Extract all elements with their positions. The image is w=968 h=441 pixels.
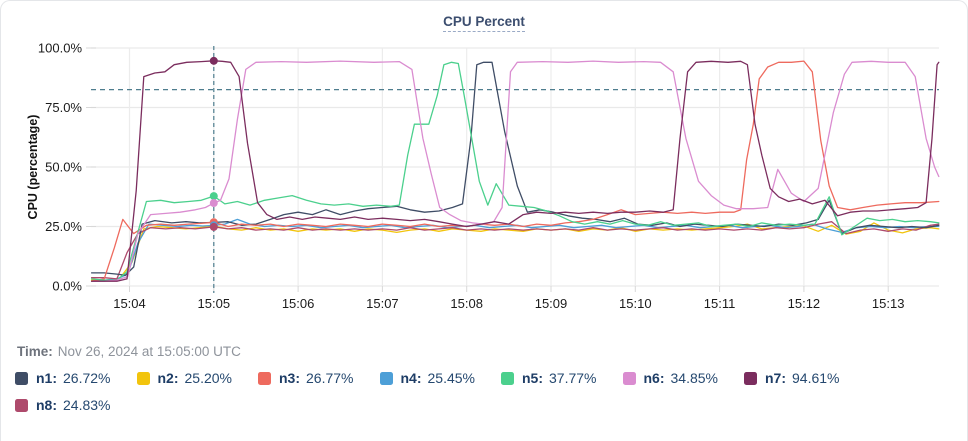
time-label: Time: (17, 344, 53, 359)
x-tick-label: 15:10 (619, 296, 652, 311)
series-line-n3 (90, 60, 940, 282)
legend: n1: 26.72% n2: 25.20% n3: 26.77% n4: 25.45% n5: 3… (15, 370, 915, 413)
legend-swatch-n5 (501, 371, 514, 385)
legend-series-name: n5: (522, 370, 543, 386)
legend-series-name: n6: (643, 370, 665, 386)
legend-series-name: n1: (36, 370, 57, 386)
title-row: CPU Percent (1, 13, 967, 32)
time-readout: Time: Nov 26, 2024 at 15:05:00 UTC (17, 344, 241, 359)
y-axis-label: CPU (percentage) (26, 114, 40, 220)
y-tick-label: 100.0% (38, 41, 83, 56)
legend-item-n6[interactable]: n6: 34.85% (622, 370, 745, 386)
series-line-n1 (90, 61, 940, 276)
legend-series-value: 94.61% (792, 370, 840, 386)
legend-swatch-n1 (15, 371, 28, 385)
legend-item-n4[interactable]: n4: 25.45% (379, 370, 502, 386)
legend-item-n2[interactable]: n2: 25.20% (136, 370, 259, 386)
legend-series-value: 26.77% (306, 370, 354, 386)
x-tick-label: 15:06 (282, 296, 315, 311)
legend-item-n3[interactable]: n3: 26.77% (258, 370, 380, 386)
crosshair-marker-n7 (209, 56, 218, 65)
legend-item-n7[interactable]: n7: 94.61% (744, 370, 866, 386)
legend-swatch-n4 (379, 371, 393, 385)
series-line-n7 (90, 60, 940, 282)
series-line-n8 (90, 221, 940, 280)
x-tick-label: 15:08 (450, 296, 483, 311)
legend-swatch-n6 (622, 371, 636, 385)
series-line-n2 (90, 222, 940, 281)
x-tick-label: 15:07 (366, 296, 399, 311)
x-tick-label: 15:04 (113, 296, 146, 311)
legend-series-value: 25.45% (427, 370, 475, 386)
y-tick-label: 50.0% (45, 160, 82, 175)
x-tick-label: 15:12 (788, 296, 821, 311)
gridlines: 0.0% 25.0% 50.0% 75.0% 100.0% 15:04 15:05 15:06… (38, 41, 939, 311)
x-tick-label: 15:05 (198, 296, 231, 311)
x-tick-label: 15:11 (704, 296, 736, 311)
legend-swatch-n7 (744, 371, 757, 385)
y-tick-label: 0.0% (52, 279, 82, 294)
legend-series-name: n8: (36, 397, 57, 413)
x-tick-label: 15:13 (872, 296, 905, 311)
series-line-n5 (90, 61, 940, 281)
legend-series-value: 37.77% (549, 370, 597, 386)
legend-item-n8[interactable]: n8: 24.83% (15, 397, 137, 413)
legend-series-value: 34.85% (670, 370, 718, 386)
series-line-n6 (90, 60, 940, 282)
legend-swatch-n8 (15, 398, 28, 412)
legend-series-name: n3: (279, 370, 300, 386)
legend-series-value: 26.72% (63, 370, 111, 386)
legend-swatch-n3 (258, 371, 271, 385)
chart-title[interactable]: CPU Percent (443, 14, 525, 32)
crosshair-marker-n5 (209, 192, 218, 201)
time-value: Nov 26, 2024 at 15:05:00 UTC (57, 344, 241, 359)
crosshair-marker-n8 (209, 222, 218, 231)
legend-series-name: n2: (157, 370, 179, 386)
crosshair-marker-n6 (209, 199, 218, 208)
legend-series-name: n4: (400, 370, 422, 386)
x-tick-label: 15:09 (535, 296, 568, 311)
legend-item-n1[interactable]: n1: 26.72% (15, 370, 137, 386)
cpu-chart[interactable]: 0.0% 25.0% 50.0% 75.0% 100.0% 15:04 15:05 15:06… (1, 1, 968, 323)
legend-item-n5[interactable]: n5: 37.77% (501, 370, 623, 386)
legend-swatch-n2 (136, 371, 150, 385)
legend-series-value: 24.83% (63, 397, 111, 413)
legend-series-value: 25.20% (184, 370, 232, 386)
y-tick-label: 75.0% (45, 100, 82, 115)
legend-series-name: n7: (765, 370, 786, 386)
y-tick-label: 25.0% (45, 219, 82, 234)
